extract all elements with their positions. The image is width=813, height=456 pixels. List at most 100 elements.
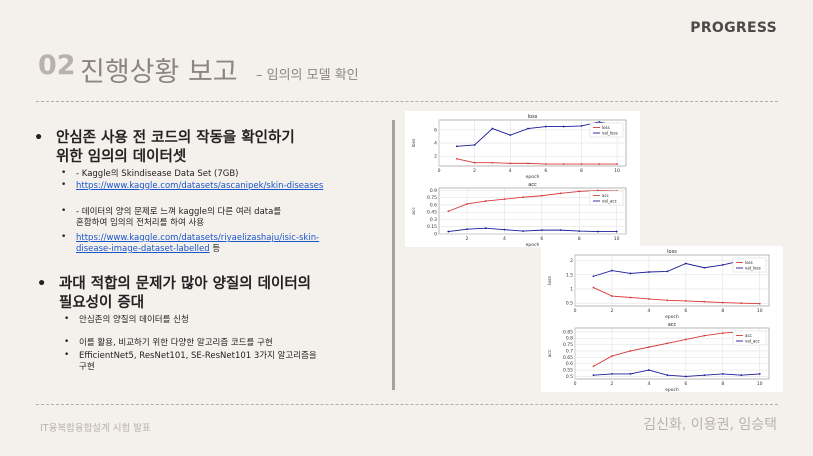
y-axis-label: acc <box>412 207 417 215</box>
data-point <box>592 286 595 289</box>
y-tick-label: 0.15 <box>427 224 437 230</box>
acc-chart-1: 2 4 6 8 10 0 0.150.30.45 0.60.750.9 acc epoch acc a… <box>412 182 627 247</box>
page-subtitle: – 임의의 모델 확인 <box>256 68 359 83</box>
list-item: • EfficientNet5, ResNet101, SE-ResNet101… <box>64 350 317 373</box>
data-point <box>466 203 468 205</box>
header-divider <box>36 101 778 102</box>
x-tick-label: 2 <box>611 308 614 314</box>
section2-item-1: 안심존의 양질의 데이터를 신청 <box>79 315 189 325</box>
bullet-icon: • <box>34 130 44 146</box>
x-tick-label: 6 <box>684 308 687 314</box>
y-tick-label: 0.75 <box>427 195 437 201</box>
data-point <box>684 338 687 341</box>
data-point <box>544 163 547 165</box>
footer-course: IT융복합융합설계 시험 발표 <box>40 423 151 434</box>
y-tick-label: 0.5 <box>566 374 573 380</box>
x-tick-label: 8 <box>721 308 724 314</box>
data-point <box>721 264 724 266</box>
y-tick-label: 2 <box>434 154 437 160</box>
data-point <box>629 373 632 375</box>
data-point <box>562 163 565 165</box>
data-point <box>544 125 547 128</box>
data-point <box>721 332 724 334</box>
note-line2: 혼합하여 임의의 전처리를 하여 사용 <box>76 218 205 228</box>
y-tick-label: 0.65 <box>563 355 573 361</box>
legend-box <box>589 122 624 138</box>
y-tick-label: 0.5 <box>566 301 573 307</box>
bullet-icon: • <box>37 276 47 292</box>
data-point <box>540 194 543 197</box>
bullet-icon: • <box>64 337 70 347</box>
data-point <box>484 227 487 230</box>
data-point <box>740 374 743 377</box>
chart-panel-2: 0 2 4 6 8 10 0.5 1 1.5 2 loss epoch loss loss val_loss… <box>541 246 783 392</box>
link-suffix: 등 <box>209 244 221 254</box>
section-number: 02 <box>38 50 76 81</box>
section2-heading: • 과대 적합의 문제가 많아 양질의 데이터의 필요성이 증대 <box>37 275 389 313</box>
data-point <box>703 374 706 377</box>
data-point <box>455 145 458 148</box>
data-point <box>491 161 494 164</box>
x-tick-label: 10 <box>757 381 763 387</box>
x-tick-label: 10 <box>614 168 620 174</box>
y-axis-label: loss <box>547 276 553 285</box>
data-point <box>611 355 613 357</box>
series-line-val_acc <box>448 227 617 233</box>
legend-label: acc <box>745 333 752 338</box>
x-tick-label: 0 <box>574 381 577 387</box>
data-point <box>509 134 512 137</box>
y-tick-label: 2 <box>570 258 573 264</box>
chart-title: acc <box>528 182 537 188</box>
data-point <box>666 374 669 377</box>
y-axis-label: loss <box>411 138 417 147</box>
y-tick-label: 0 <box>434 232 437 238</box>
x-tick-label: 2 <box>611 381 614 387</box>
list-item: • 안심존의 양질의 데이터를 신청 <box>64 314 189 326</box>
legend-label: loss <box>602 125 610 130</box>
x-tick-label: 0 <box>574 308 577 314</box>
dataset-link-2-line2[interactable]: disease-image-dataset-labelled <box>76 244 210 254</box>
data-point <box>648 298 650 300</box>
progress-label: PROGRESS <box>690 20 777 36</box>
section1-heading: • 안심존 사용 전 코드의 작동을 확인하기 위한 임의의 데이터셋 <box>34 129 386 167</box>
y-tick-label: 6 <box>434 127 437 133</box>
section2-title-line1: 과대 적합의 문제가 많아 양질의 데이터의 <box>59 276 312 292</box>
bullet-icon: • <box>64 314 70 324</box>
dataset-link-1[interactable]: https://www.kaggle.com/datasets/ascanipe… <box>76 181 324 191</box>
section1-title-line1: 안심존 사용 전 코드의 작동을 확인하기 <box>56 130 295 146</box>
y-tick-label: 1.5 <box>566 272 573 278</box>
data-point <box>703 266 706 269</box>
series-line-val_loss <box>593 260 760 277</box>
x-tick-label: 6 <box>684 381 687 387</box>
data-point <box>648 346 650 349</box>
x-tick-label: 10 <box>614 236 620 242</box>
x-tick-label: 2 <box>473 168 476 174</box>
data-point <box>580 163 583 165</box>
legend-box <box>732 257 767 273</box>
x-tick-label: 4 <box>503 236 506 242</box>
data-point <box>648 271 650 273</box>
data-point <box>666 342 669 345</box>
vertical-divider <box>392 120 395 390</box>
acc-chart-2: 0 2 4 6 8 10 0.50.550.60.650.70.750.80.85 acc ep… <box>548 322 770 392</box>
y-tick-label: 1 <box>570 287 573 293</box>
data-point <box>666 270 669 273</box>
y-tick-label: 0.45 <box>427 210 437 216</box>
data-point <box>503 228 506 231</box>
legend-box <box>732 330 767 346</box>
data-point <box>629 350 632 352</box>
data-point <box>540 229 543 232</box>
data-point <box>592 275 595 278</box>
data-point <box>527 162 529 165</box>
dataset-name: - Kaggle의 Skindisease Data Set (7GB) <box>76 169 239 179</box>
section2-item-3-line2: 구현 <box>79 362 95 372</box>
dataset-link-2-line1[interactable]: https://www.kaggle.com/datasets/riyaeliz… <box>76 233 320 243</box>
chart-title: acc <box>668 322 677 328</box>
x-tick-label: 6 <box>540 236 543 242</box>
y-tick-label: 0.9 <box>430 188 437 194</box>
footer-divider <box>36 404 778 405</box>
section2-item-2: 이를 활용, 비교하기 위한 다양한 알고리즘 코드를 구현 <box>79 338 273 348</box>
data-point <box>466 228 468 231</box>
